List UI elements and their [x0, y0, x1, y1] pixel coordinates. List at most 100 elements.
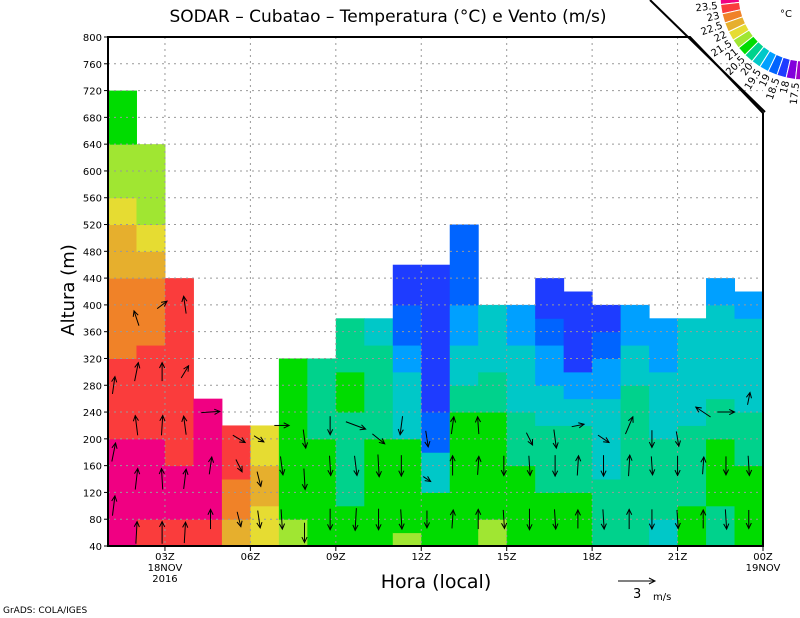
y-tick-label: 160 — [83, 462, 102, 473]
wind-vector — [156, 300, 168, 309]
wind-vector-shaft — [236, 511, 242, 527]
temperature-cell — [506, 465, 536, 547]
wind-vector-arrowhead — [378, 438, 386, 445]
temperature-cell — [535, 345, 565, 386]
wind-vector-arrowhead — [723, 523, 730, 531]
temperature-cell — [506, 345, 536, 413]
wind-vector-shaft — [253, 435, 265, 443]
wind-vector — [450, 415, 457, 435]
temperature-cell — [535, 278, 565, 319]
wind-vector — [327, 455, 334, 477]
wind-vector-arrowhead — [722, 469, 730, 477]
wind-vector-arrowhead — [111, 375, 118, 383]
wind-vector-shaft — [280, 509, 283, 530]
temperature-cell — [449, 412, 479, 547]
temperature-cell — [335, 412, 365, 507]
wind-vector — [624, 415, 634, 435]
temperature-cell — [706, 438, 736, 507]
temperature-cell — [392, 304, 422, 346]
wind-vector-shaft — [477, 416, 480, 435]
temperature-cell — [649, 438, 679, 520]
temperature-cell — [421, 264, 451, 413]
wind-vector-arrowhead — [603, 437, 611, 444]
legend-divider-line — [649, 0, 766, 113]
wind-vector-shaft — [528, 455, 531, 476]
wind-vector-arrowhead — [745, 391, 752, 399]
wind-vector-shaft — [133, 310, 140, 326]
wind-vector — [674, 455, 681, 477]
wind-vector — [700, 455, 707, 475]
temperature-cell — [108, 197, 137, 226]
wind-vector-arrowhead — [237, 465, 243, 473]
wind-vector — [256, 510, 263, 529]
temperature-cell — [449, 304, 479, 346]
wind-vector-shaft — [160, 468, 164, 490]
temperature-cell — [108, 358, 137, 440]
wind-vector — [398, 455, 405, 478]
wind-vector — [111, 494, 118, 516]
wind-vector — [279, 456, 286, 477]
wind-vector — [132, 309, 140, 326]
temperature-cell — [221, 519, 251, 547]
wind-vector-shaft — [111, 376, 116, 394]
wind-vector-shaft — [597, 434, 610, 443]
wind-vector — [253, 435, 265, 443]
wind-vector — [717, 408, 736, 416]
wind-vector-shaft — [451, 509, 454, 529]
wind-vector-arrowhead — [500, 469, 507, 477]
wind-vector-shaft — [160, 415, 164, 436]
wind-vector — [158, 467, 165, 490]
temperature-cell — [335, 318, 365, 373]
wind-vector-arrowhead — [745, 522, 752, 530]
wind-vector-arrowhead — [474, 415, 482, 423]
wind-vector — [648, 430, 655, 449]
legend-level-label: 23 — [706, 11, 721, 25]
wind-vector — [372, 433, 386, 445]
wind-vector-arrowhead — [161, 300, 168, 307]
y-tick-label: 440 — [83, 274, 102, 285]
wind-vector-arrowhead — [353, 469, 360, 477]
wind-vector-arrowhead — [182, 520, 189, 528]
temperature-cell — [649, 371, 679, 440]
wind-vector-arrowhead — [256, 480, 263, 488]
legend-color-wedge — [794, 60, 800, 81]
wind-vector-shaft — [135, 521, 138, 544]
temperature-cell — [563, 291, 593, 373]
wind-vector-shaft — [624, 416, 634, 435]
temperature-cell — [592, 331, 622, 359]
wind-vector-arrowhead — [236, 520, 243, 528]
y-tick-label: 320 — [83, 354, 102, 365]
wind-vector-arrowhead — [183, 364, 190, 372]
wind-vector-shaft — [747, 455, 750, 476]
wind-vector-shaft — [232, 434, 246, 443]
wind-vector — [571, 422, 586, 429]
wind-vector — [159, 520, 166, 544]
wind-vector-shaft — [111, 495, 116, 516]
wind-vector — [302, 429, 309, 450]
wind-vector-arrowhead — [649, 469, 656, 477]
legend-level-label: 22 — [713, 30, 729, 45]
wind-vector-shaft — [571, 423, 585, 428]
temperature-cell — [478, 304, 508, 373]
wind-vector — [301, 468, 308, 491]
wind-vector-shaft — [695, 406, 711, 418]
temperature-cell — [335, 371, 365, 413]
wind-vector — [375, 508, 382, 531]
wind-vector-arrowhead — [424, 440, 431, 448]
wind-vector-arrowhead — [674, 522, 681, 530]
wind-vector — [398, 509, 405, 531]
wind-vector-arrowhead — [449, 454, 456, 462]
y-tick-label: 800 — [83, 33, 102, 44]
temperature-cell — [734, 465, 764, 547]
wind-vector-arrowhead — [746, 469, 753, 477]
wind-vector-arrowhead — [600, 470, 607, 478]
temperature-cell — [592, 304, 622, 333]
x-tick-label: 12Z — [411, 552, 431, 563]
wind-vector-arrowhead — [700, 455, 707, 463]
wind-vector-arrowhead — [501, 522, 508, 530]
wind-vector-arrowhead — [552, 442, 559, 450]
wind-vector-arrowhead — [352, 524, 359, 532]
wind-vector-arrowhead — [375, 524, 382, 531]
wind-vector-arrowhead — [327, 469, 334, 477]
